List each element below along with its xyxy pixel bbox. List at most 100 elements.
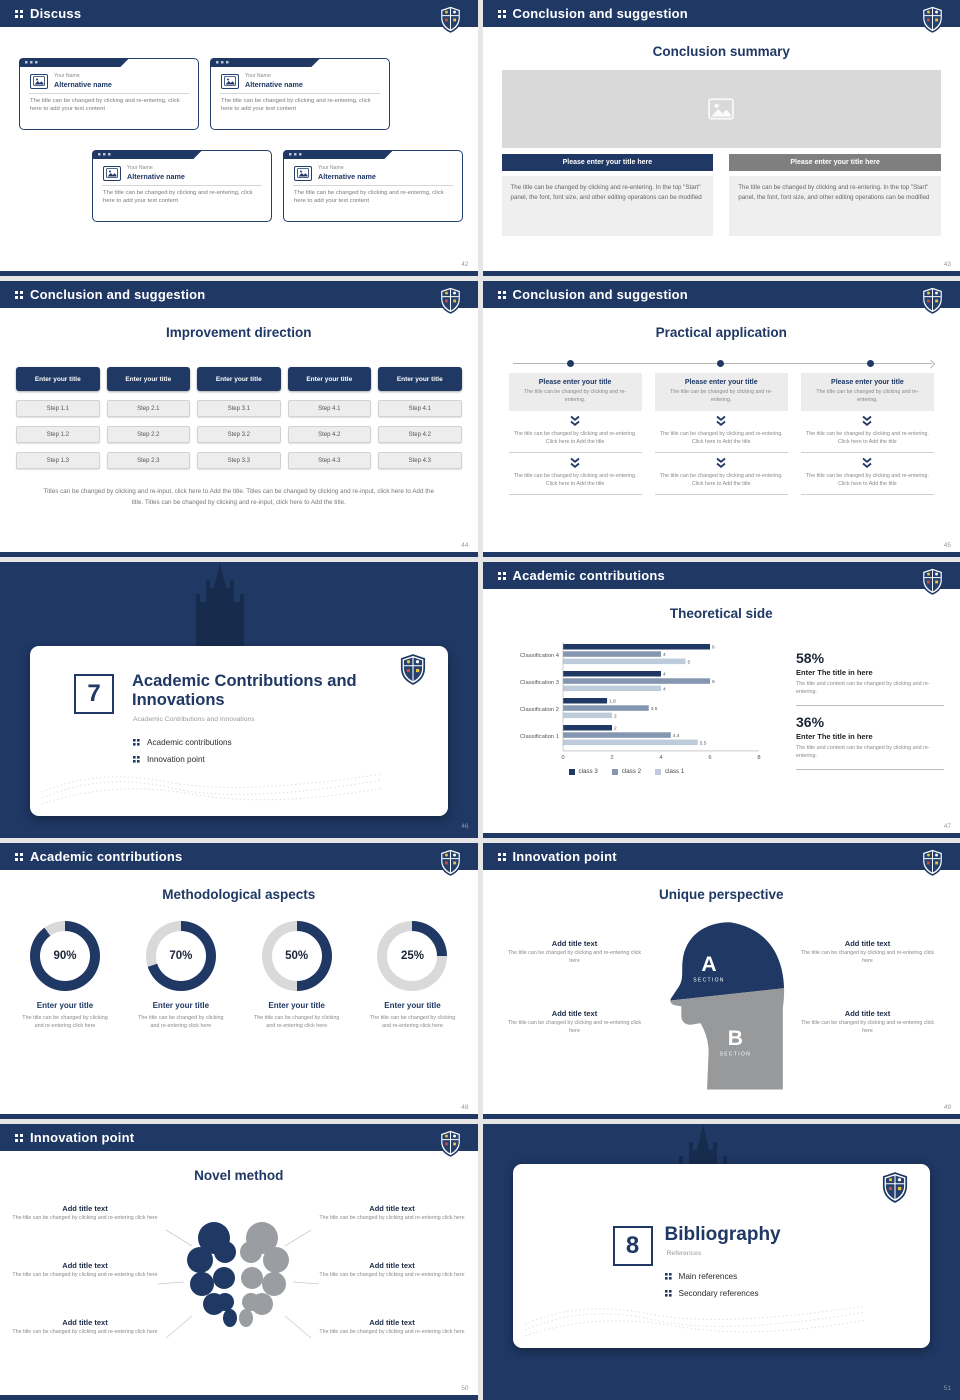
donut-item: 50% Enter your title The title can be ch… (244, 921, 350, 1030)
slide-45-practical-application[interactable]: Conclusion and suggestion Practical appl… (482, 281, 960, 557)
svg-text:6: 6 (712, 679, 715, 685)
card-body: The title can be changed by clicking and… (30, 98, 180, 113)
cover-bullet: Secondary references (664, 1289, 759, 1298)
title-button[interactable]: Enter your title (106, 367, 190, 391)
head-silhouette: A SECTION B SECTION (669, 922, 784, 1090)
footer-note: Titles can be changed by clicking and re… (43, 488, 434, 506)
grid-bullet-icon (497, 571, 506, 580)
donut-body: The title can be changed by clicking and… (22, 1015, 108, 1030)
svg-text:Classification 2: Classification 2 (520, 707, 559, 713)
section-b-label: SECTION (719, 1051, 750, 1057)
image-placeholder-icon (221, 73, 239, 89)
step-box: Step 4.1 (378, 400, 462, 417)
card-alt-name: Alternative name (127, 172, 185, 181)
university-crest-logo (400, 654, 426, 685)
footer-bar (482, 833, 960, 838)
title-button[interactable]: Please enter your title here (501, 154, 714, 171)
step-box: Step 4.1 (287, 400, 371, 417)
slide-header: Conclusion and suggestion (482, 281, 960, 308)
step-box: Step 2.1 (106, 400, 190, 417)
title-button[interactable]: Please enter your title here (729, 154, 941, 171)
donut-title: Enter your title (384, 1001, 441, 1010)
slide-47-theoretical-side[interactable]: Academic contributions Theoretical side … (482, 562, 960, 838)
slide-48-methodological-aspects[interactable]: Academic contributions Methodological as… (0, 843, 478, 1119)
step-text: The title can be changed by clicking and… (654, 473, 788, 496)
donut-body: The title can be changed by clicking and… (253, 1015, 340, 1030)
university-crest-logo (439, 848, 462, 876)
grid-bullet-icon (664, 1290, 672, 1297)
cover-bullet: Innovation point (133, 755, 232, 764)
grid-bullet-icon (15, 1133, 23, 1142)
card-body: The title can be changed by clicking and… (221, 98, 371, 113)
slide-header-title: Conclusion and suggestion (512, 287, 688, 302)
box-title: Please enter your title (684, 379, 758, 386)
note-body: The title can be changed by clicking and… (507, 950, 642, 964)
slide-header-title: Academic contributions (30, 849, 183, 864)
svg-text:8: 8 (757, 755, 760, 761)
slide-44-improvement-direction[interactable]: Conclusion and suggestion Improvement di… (0, 281, 478, 557)
section-title: Conclusion summary (652, 44, 790, 59)
slide-header: Conclusion and suggestion (482, 0, 960, 27)
slide-49-unique-perspective[interactable]: Innovation point Unique perspective A SE… (482, 843, 960, 1119)
summary-column: Please enter your title here The title c… (501, 154, 714, 236)
section-a-label: SECTION (693, 978, 724, 984)
step-box: Step 4.3 (378, 452, 462, 469)
donut-body: The title can be changed by clicking and… (369, 1015, 456, 1030)
card-name: Your Name (54, 73, 80, 79)
slide-43-conclusion-summary[interactable]: Conclusion and suggestion Conclusion sum… (482, 0, 960, 276)
title-button[interactable]: Enter your title (378, 367, 462, 391)
divider (102, 185, 262, 186)
slide-50-novel-method[interactable]: Innovation point Novel method (0, 1124, 478, 1400)
timeline-dot (866, 360, 874, 367)
step-text: The title can be changed by clicking and… (508, 431, 642, 454)
section-title: Theoretical side (669, 606, 773, 621)
page-number: 43 (943, 261, 951, 268)
step-box: Step 2.2 (106, 426, 190, 443)
title-button[interactable]: Enter your title (16, 367, 100, 391)
note-title: Add title text (62, 1318, 108, 1327)
note-block: Add title text The title can be changed … (505, 1009, 645, 1036)
note-block: Add title text The title can be changed … (10, 1261, 160, 1280)
image-placeholder-icon (30, 73, 48, 89)
note-body: The title can be changed by clicking and… (507, 1020, 642, 1034)
divider (220, 93, 380, 94)
title-button[interactable]: Enter your title (197, 367, 281, 391)
grid-bullet-icon (15, 9, 23, 18)
page-number: 49 (943, 1104, 951, 1111)
slide-46-section-cover[interactable]: 7 Academic Contributions and Innovations… (0, 562, 478, 838)
note-title: Add title text (844, 939, 891, 948)
grid-bullet-icon (133, 739, 140, 746)
timeline-arrow-icon (926, 359, 936, 368)
donut-item: 70% Enter your title The title can be ch… (128, 921, 234, 1030)
university-crest-logo (439, 1129, 462, 1157)
cover-title: Academic Contributions and Innovations (132, 672, 357, 710)
note-block: Add title text The title can be changed … (10, 1318, 160, 1337)
card-alt-name: Alternative name (318, 172, 376, 181)
step-column: Enter your title Step 1.1 Step 1.2 Step … (16, 367, 100, 469)
note-block: Add title text The title can be changed … (505, 939, 645, 966)
step-box: Step 4.3 (287, 452, 371, 469)
university-crest-logo (439, 286, 462, 314)
cover-card: 8 Bibliography References Main reference… (512, 1164, 930, 1348)
title-box: Please enter your title The title can be… (800, 373, 935, 412)
university-crest-logo (439, 5, 462, 33)
stat-body: The title and content can be changed by … (796, 681, 930, 696)
slide-51-section-cover[interactable]: 8 Bibliography References Main reference… (482, 1124, 960, 1400)
grid-bullet-icon (15, 852, 23, 861)
page-number: 46 (461, 823, 469, 830)
step-box: Step 4.2 (378, 426, 462, 443)
double-chevron-down-icon (715, 457, 727, 469)
title-button[interactable]: Enter your title (287, 367, 371, 391)
note-body: The title can be changed by clicking and… (319, 1272, 465, 1278)
svg-text:5: 5 (687, 659, 690, 665)
svg-text:4: 4 (663, 652, 666, 658)
step-column: Enter your title Step 2.1 Step 2.2 Step … (106, 367, 190, 469)
slide-42-discuss[interactable]: Discuss Your Name Alternative name The t… (0, 0, 478, 276)
cover-card: 7 Academic Contributions and Innovations… (30, 646, 448, 816)
note-title: Add title text (62, 1261, 108, 1270)
university-crest-logo (921, 567, 944, 595)
slide-header: Innovation point (0, 1124, 478, 1151)
double-chevron-down-icon (569, 415, 581, 427)
section-title: Novel method (194, 1168, 284, 1183)
svg-text:6: 6 (708, 755, 711, 761)
